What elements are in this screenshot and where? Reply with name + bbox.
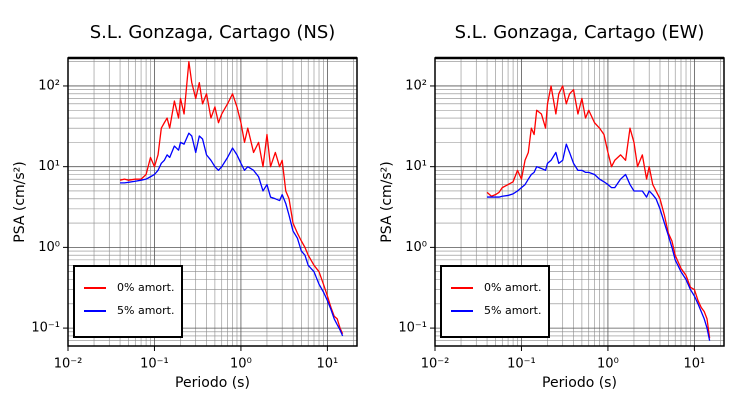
x-tick-label: 10⁻² [54, 357, 83, 372]
legend-label: 5% amort. [117, 304, 174, 317]
y-tick-label: 10⁰ [38, 240, 60, 255]
legend-label: 5% amort. [484, 304, 541, 317]
series-line [486, 85, 711, 339]
legend-box [73, 265, 183, 338]
legend-label: 0% amort. [117, 281, 174, 294]
legend-label: 0% amort. [484, 281, 541, 294]
y-axis-label: PSA (cm/s²) [12, 161, 28, 243]
x-tick-label: 10¹ [317, 357, 339, 372]
chart-title: S.L. Gonzaga, Cartago (EW) [455, 22, 705, 43]
x-tick-label: 10⁻² [421, 357, 450, 372]
y-tick-label: 10⁻¹ [31, 321, 60, 336]
x-tick-label: 10⁰ [597, 357, 619, 372]
legend-box [440, 265, 550, 338]
series-line [119, 61, 344, 335]
y-tick-label: 10² [38, 78, 60, 93]
y-tick-label: 10¹ [38, 159, 60, 174]
y-axis-label: PSA (cm/s²) [379, 161, 395, 243]
y-tick-label: 10⁰ [405, 240, 427, 255]
x-axis-label: Periodo (s) [542, 375, 617, 391]
y-tick-label: 10¹ [405, 159, 427, 174]
series-line [120, 132, 344, 337]
y-tick-label: 10⁻¹ [398, 321, 427, 336]
x-axis-label: Periodo (s) [175, 375, 250, 391]
x-tick-label: 10⁻¹ [507, 357, 536, 372]
x-tick-label: 10¹ [684, 357, 706, 372]
y-tick-label: 10² [405, 78, 427, 93]
chart-title: S.L. Gonzaga, Cartago (NS) [90, 22, 336, 43]
x-tick-label: 10⁻¹ [140, 357, 169, 372]
x-tick-label: 10⁰ [230, 357, 252, 372]
series-line [487, 143, 711, 341]
